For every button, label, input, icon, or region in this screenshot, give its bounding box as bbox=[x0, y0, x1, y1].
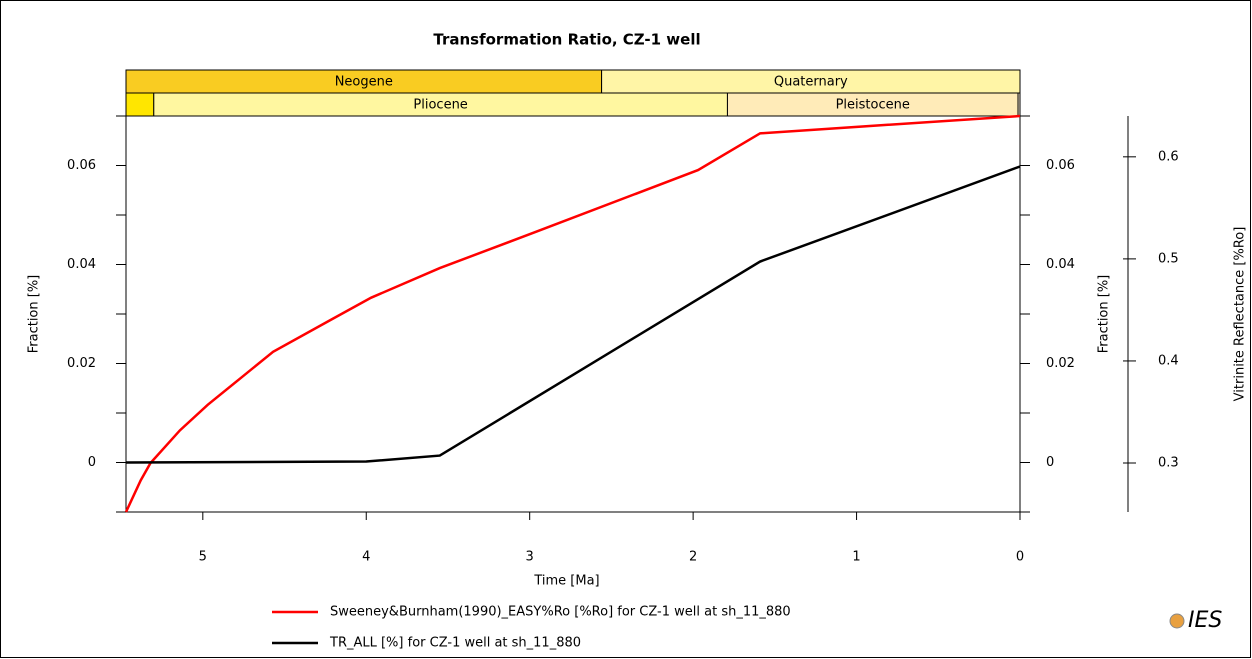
series-line bbox=[125, 165, 1021, 464]
chart-title: Transformation Ratio, CZ-1 well bbox=[433, 31, 700, 49]
timescale-label: Neogene bbox=[335, 75, 393, 90]
y-right-tick-label: 0.02 bbox=[1046, 356, 1075, 371]
y-right-axis-label: Fraction [%] bbox=[1097, 275, 1112, 354]
y2-tick-label: 0.6 bbox=[1158, 149, 1179, 164]
y-right-tick-label: 0.06 bbox=[1046, 158, 1075, 173]
y-right-tick-label: 0 bbox=[1046, 455, 1054, 470]
logo: IES bbox=[1169, 608, 1222, 633]
x-tick-label: 5 bbox=[199, 550, 207, 565]
timescale-label: Pleistocene bbox=[836, 98, 910, 113]
timescale-label: Quaternary bbox=[774, 75, 848, 90]
x-tick-label: 3 bbox=[526, 550, 534, 565]
series-line bbox=[124, 114, 1021, 513]
logo-text: IES bbox=[1188, 608, 1222, 633]
x-tick-label: 1 bbox=[852, 550, 860, 565]
x-tick-label: 2 bbox=[689, 550, 697, 565]
y2-tick-label: 0.4 bbox=[1158, 353, 1179, 368]
legend-label: TR_ALL [%] for CZ-1 well at sh_11_880 bbox=[329, 636, 581, 651]
x-axis-label: Time [Ma] bbox=[533, 574, 599, 589]
y2-tick-label: 0.3 bbox=[1158, 456, 1179, 471]
y-tick-label: 0.04 bbox=[67, 257, 96, 272]
y-tick-label: 0.06 bbox=[67, 158, 96, 173]
y2-axis-label: Vitrinite Reflectance [%Ro] bbox=[1233, 227, 1248, 402]
y-tick-label: 0.02 bbox=[67, 356, 96, 371]
x-tick-label: 0 bbox=[1016, 550, 1024, 565]
y-axis-label: Fraction [%] bbox=[27, 275, 42, 354]
legend-label: Sweeney&Burnham(1990)_EASY%Ro [%Ro] for … bbox=[330, 605, 791, 620]
timescale-band bbox=[1017, 92, 1021, 117]
y-tick-label: 0 bbox=[88, 455, 96, 470]
logo-icon bbox=[1169, 613, 1185, 629]
timescale-label: Pliocene bbox=[413, 98, 467, 113]
y-right-tick-label: 0.04 bbox=[1046, 257, 1075, 272]
timescale-band bbox=[125, 92, 155, 117]
y2-tick-label: 0.5 bbox=[1158, 251, 1179, 266]
x-tick-label: 4 bbox=[362, 550, 370, 565]
